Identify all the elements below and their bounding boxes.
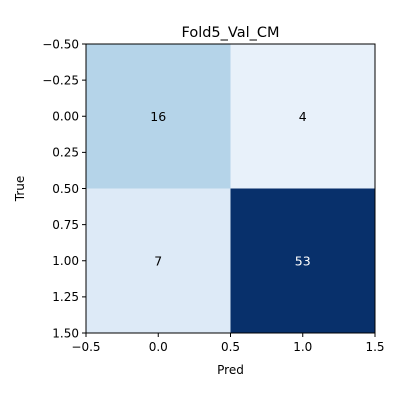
y-tick-label: 1.25	[52, 290, 79, 304]
x-tick-label: −0.5	[71, 340, 100, 354]
x-tick-label: 0.5	[221, 340, 240, 354]
heatmap-cell-r1-c0	[86, 188, 231, 333]
y-tick-label: 0.25	[52, 146, 79, 160]
cell-value-label-r1-c1: 53	[295, 253, 311, 268]
y-tick-label: 1.50	[52, 326, 79, 340]
y-tick-label: 1.00	[52, 254, 79, 268]
cell-value-label-r1-c0: 7	[154, 253, 162, 268]
y-axis-label: True	[13, 176, 27, 203]
y-axis: −0.50 −0.25 0.00 0.25 0.50 0.75 1.00 1.25 1.50	[42, 37, 86, 340]
x-tick-label: 0.0	[149, 340, 168, 354]
y-tick-label: 0.50	[52, 182, 79, 196]
y-tick-label: −0.25	[42, 73, 79, 87]
x-tick-label: 1.0	[293, 340, 312, 354]
cell-value-label-r0-c0: 16	[150, 109, 166, 124]
y-tick-label: −0.50	[42, 37, 79, 51]
heatmap-cells: 16 4 7 53	[86, 44, 375, 333]
cell-value-label-r0-c1: 4	[299, 109, 307, 124]
y-tick-label: 0.00	[52, 110, 79, 124]
heatmap-cell-r1-c1	[230, 188, 375, 333]
x-axis: −0.5 0.0 0.5 1.0 1.5	[71, 333, 385, 354]
y-tick-label: 0.75	[52, 218, 79, 232]
heatmap-cell-r0-c0	[86, 44, 231, 189]
x-axis-label: Pred	[217, 363, 244, 377]
heatmap-cell-r0-c1	[230, 44, 375, 189]
x-tick-label: 1.5	[365, 340, 384, 354]
chart-title: Fold5_Val_CM	[182, 25, 280, 41]
